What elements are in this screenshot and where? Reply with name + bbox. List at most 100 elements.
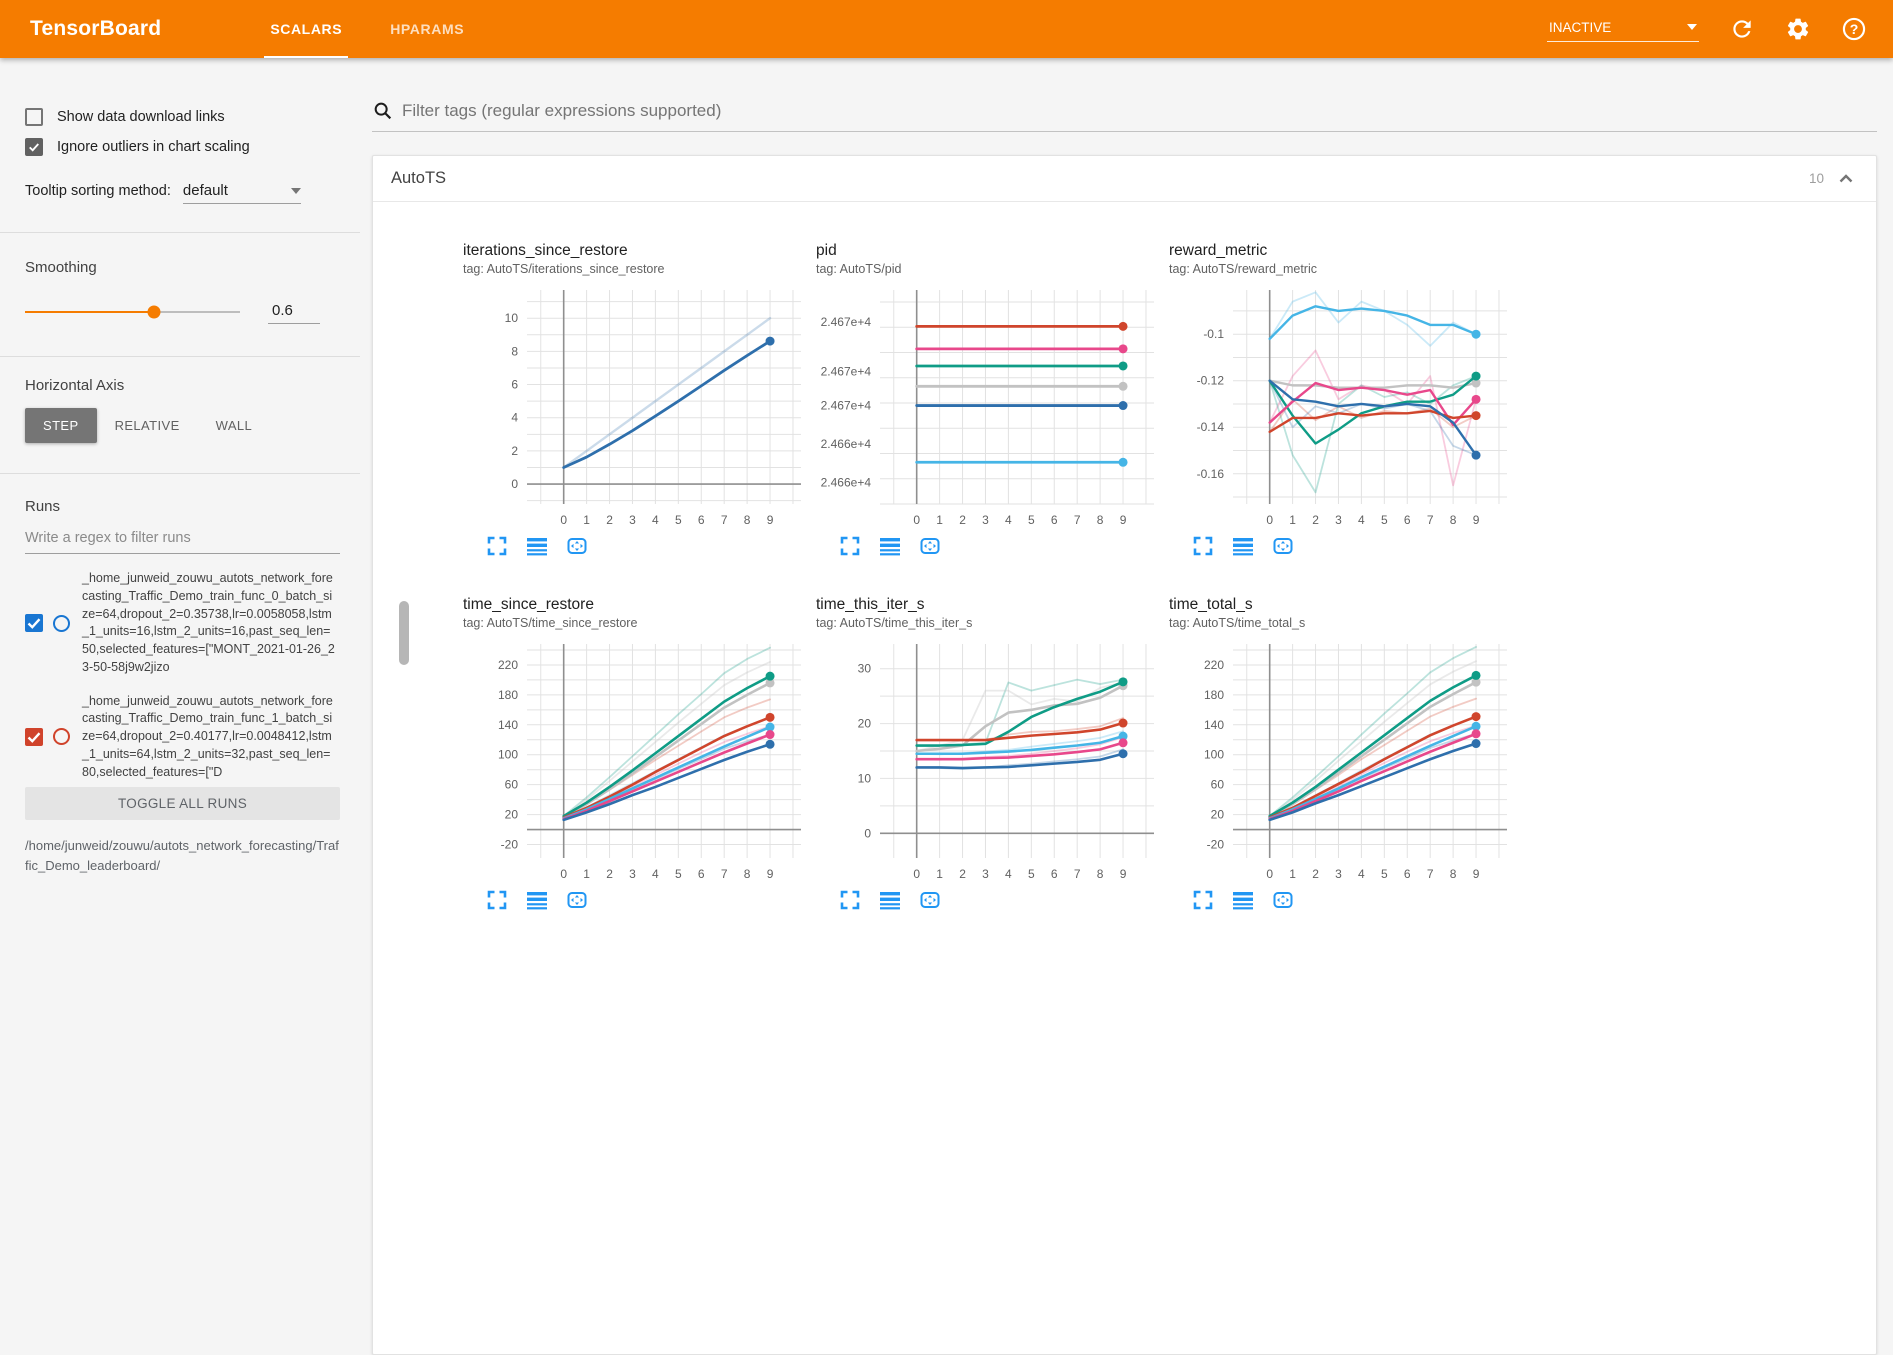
svg-text:3: 3 — [982, 867, 989, 881]
run-name[interactable]: _home_junweid_zouwu_autots_network_forec… — [82, 570, 336, 677]
autots-card: AutoTS 10 iterations_since_restore tag: … — [372, 155, 1877, 1355]
svg-text:3: 3 — [629, 867, 636, 881]
run-solo-radio[interactable] — [53, 728, 70, 745]
data-table-icon[interactable] — [878, 888, 902, 912]
svg-text:5: 5 — [1381, 867, 1388, 881]
run-visibility-checkbox[interactable] — [25, 614, 43, 632]
expand-chart-icon[interactable] — [485, 534, 509, 558]
expand-chart-icon[interactable] — [1191, 888, 1215, 912]
svg-text:1: 1 — [1289, 513, 1296, 527]
scalar-chart: reward_metric tag: AutoTS/reward_metric … — [1169, 242, 1522, 558]
run-visibility-checkbox[interactable] — [25, 728, 43, 746]
chart-plot[interactable]: 2.467e+42.467e+42.467e+42.466e+42.466e+4… — [816, 282, 1161, 530]
fit-domain-icon[interactable] — [918, 534, 942, 558]
svg-text:2: 2 — [1312, 513, 1319, 527]
app-title: TensorBoard — [30, 17, 161, 41]
chevron-down-icon — [1687, 24, 1697, 30]
chart-tag: tag: AutoTS/iterations_since_restore — [463, 262, 816, 276]
svg-text:8: 8 — [744, 513, 751, 527]
chart-actions — [463, 884, 816, 912]
tooltip-sorting-select[interactable]: default — [183, 182, 301, 204]
fit-domain-icon[interactable] — [1271, 888, 1295, 912]
collapse-card-icon[interactable] — [1834, 167, 1858, 191]
svg-text:60: 60 — [505, 778, 519, 792]
app-header: TensorBoard SCALARS HPARAMS INACTIVE ? — [0, 0, 1893, 58]
svg-text:60: 60 — [1211, 778, 1225, 792]
svg-text:8: 8 — [1450, 867, 1457, 881]
run-name[interactable]: _home_junweid_zouwu_autots_network_forec… — [82, 693, 336, 782]
svg-text:7: 7 — [1427, 867, 1434, 881]
svg-text:-20: -20 — [501, 838, 519, 852]
runs-filter — [25, 529, 340, 554]
smoothing-slider-thumb[interactable] — [148, 306, 161, 319]
fit-domain-icon[interactable] — [565, 888, 589, 912]
reload-status-dropdown[interactable]: INACTIVE — [1547, 17, 1699, 42]
smoothing-label: Smoothing — [25, 259, 340, 276]
svg-text:30: 30 — [858, 662, 872, 676]
chart-title: time_total_s — [1169, 596, 1522, 614]
svg-text:4: 4 — [1005, 513, 1012, 527]
scalar-chart: time_this_iter_s tag: AutoTS/time_this_i… — [816, 596, 1169, 912]
svg-text:4: 4 — [1358, 867, 1365, 881]
expand-chart-icon[interactable] — [485, 888, 509, 912]
data-table-icon[interactable] — [878, 534, 902, 558]
chart-tag: tag: AutoTS/pid — [816, 262, 1169, 276]
search-icon — [372, 100, 394, 122]
fit-domain-icon[interactable] — [1271, 534, 1295, 558]
svg-text:2: 2 — [1312, 867, 1319, 881]
svg-text:6: 6 — [511, 378, 518, 392]
tab-bar: SCALARS HPARAMS — [246, 0, 488, 58]
chart-title: pid — [816, 242, 1169, 260]
expand-chart-icon[interactable] — [1191, 534, 1215, 558]
expand-chart-icon[interactable] — [838, 888, 862, 912]
svg-text:20: 20 — [858, 717, 872, 731]
svg-text:-0.1: -0.1 — [1203, 327, 1224, 341]
svg-text:7: 7 — [1074, 513, 1081, 527]
smoothing-slider-row: 0.6 — [25, 300, 340, 324]
chart-actions — [1169, 530, 1522, 558]
smoothing-value[interactable]: 0.6 — [268, 300, 320, 324]
axis-relative-button[interactable]: RELATIVE — [97, 408, 198, 443]
tooltip-sorting-row: Tooltip sorting method: default — [25, 182, 340, 204]
smoothing-slider[interactable] — [25, 311, 240, 314]
svg-text:9: 9 — [1120, 513, 1127, 527]
data-table-icon[interactable] — [525, 888, 549, 912]
svg-text:220: 220 — [1204, 658, 1224, 672]
axis-wall-button[interactable]: WALL — [198, 408, 271, 443]
refresh-icon[interactable] — [1729, 16, 1755, 42]
svg-text:9: 9 — [1473, 867, 1480, 881]
runs-filter-input[interactable] — [25, 530, 340, 546]
fit-domain-icon[interactable] — [918, 888, 942, 912]
scrollbar-thumb[interactable] — [399, 601, 409, 665]
tab-scalars[interactable]: SCALARS — [246, 0, 366, 58]
svg-text:9: 9 — [767, 867, 774, 881]
run-solo-radio[interactable] — [53, 615, 70, 632]
data-table-icon[interactable] — [525, 534, 549, 558]
autots-card-header[interactable]: AutoTS 10 — [373, 156, 1876, 202]
svg-text:140: 140 — [498, 718, 518, 732]
tab-hparams[interactable]: HPARAMS — [366, 0, 488, 58]
fit-domain-icon[interactable] — [565, 534, 589, 558]
svg-text:?: ? — [1850, 21, 1859, 37]
chart-tag: tag: AutoTS/time_total_s — [1169, 616, 1522, 630]
expand-chart-icon[interactable] — [838, 534, 862, 558]
svg-text:-0.14: -0.14 — [1197, 420, 1225, 434]
data-table-icon[interactable] — [1231, 888, 1255, 912]
data-table-icon[interactable] — [1231, 534, 1255, 558]
scalar-chart: time_total_s tag: AutoTS/time_total_s 22… — [1169, 596, 1522, 912]
ignore-outliers-checkbox[interactable] — [25, 138, 43, 156]
show-download-links-checkbox[interactable] — [25, 108, 43, 126]
tag-filter-input[interactable] — [402, 101, 1877, 121]
svg-text:0: 0 — [913, 867, 920, 881]
axis-step-button[interactable]: STEP — [25, 408, 97, 443]
toggle-all-runs-button[interactable]: TOGGLE ALL RUNS — [25, 787, 340, 820]
settings-gear-icon[interactable] — [1785, 16, 1811, 42]
help-icon[interactable]: ? — [1841, 16, 1867, 42]
svg-text:2: 2 — [959, 513, 966, 527]
